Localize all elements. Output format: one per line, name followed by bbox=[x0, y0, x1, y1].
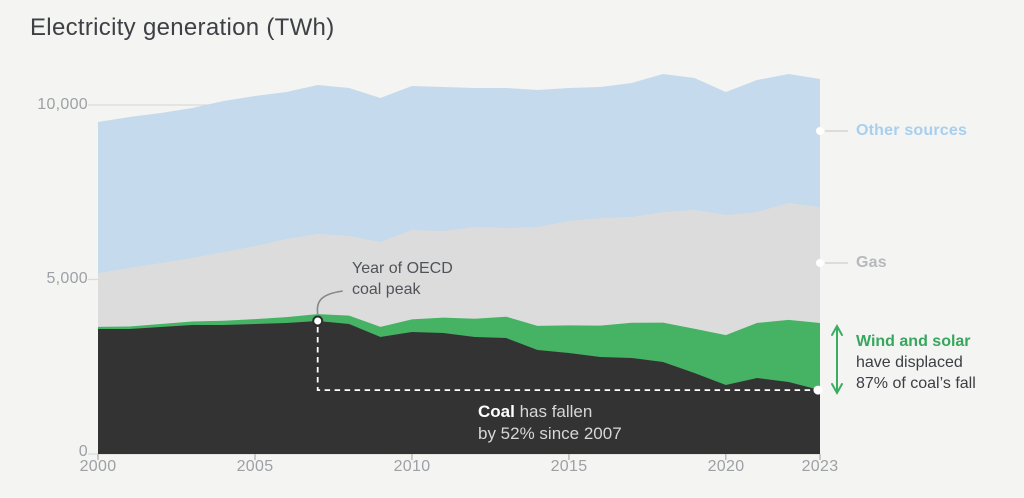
x-tick-label-2005: 2005 bbox=[236, 458, 274, 475]
series-label-other-sources: Other sources bbox=[856, 122, 968, 139]
x-tick-label-2015: 2015 bbox=[550, 458, 588, 475]
wind-solar-note: Wind and solar have displaced 87% of coa… bbox=[856, 331, 976, 394]
x-tick-label-2010: 2010 bbox=[393, 458, 431, 475]
y-tick-label-5000: 5,000 bbox=[46, 270, 88, 287]
label-dot-gas bbox=[816, 259, 824, 267]
arrow-head-down bbox=[831, 383, 843, 396]
x-tick-label-2000: 2000 bbox=[79, 458, 117, 475]
wind-solar-note-title: Wind and solar bbox=[856, 333, 971, 350]
series-label-gas: Gas bbox=[856, 254, 887, 271]
coal-fall-dashed-line bbox=[316, 327, 814, 391]
wind-solar-note-line2: have displaced bbox=[856, 354, 963, 371]
x-tick-label-2023: 2023 bbox=[801, 458, 839, 475]
arrow-head-up bbox=[831, 323, 843, 336]
page-title: Electricity generation (TWh) bbox=[30, 14, 335, 41]
coal-fall-note-line2: by 52% since 2007 bbox=[478, 424, 622, 443]
area-coal bbox=[98, 321, 820, 454]
coal-peak-annotation-line2: coal peak bbox=[352, 281, 421, 298]
x-tick-label-2020: 2020 bbox=[707, 458, 745, 475]
coal-fall-note-bold: Coal bbox=[478, 402, 515, 421]
coal-peak-annotation-line1: Year of OECD bbox=[352, 260, 453, 277]
coal-peak-dot bbox=[312, 315, 324, 327]
coal-2023-dot bbox=[813, 385, 823, 395]
coal-peak-connector-curve bbox=[316, 290, 343, 315]
coal-fall-note-rest: has fallen bbox=[514, 402, 593, 421]
label-dot-other-sources bbox=[816, 127, 824, 135]
coal-peak-annotation: Year of OECD coal peak bbox=[352, 258, 453, 300]
coal-fall-note: Coal has fallen by 52% since 2007 bbox=[478, 401, 622, 445]
coal-fall-note-line1: Coal has fallen bbox=[478, 401, 622, 423]
y-tick-label-0: 0 bbox=[78, 443, 88, 460]
wind-solar-note-line3: 87% of coal’s fall bbox=[856, 375, 976, 392]
y-tick-label-10000: 10,000 bbox=[37, 96, 88, 113]
